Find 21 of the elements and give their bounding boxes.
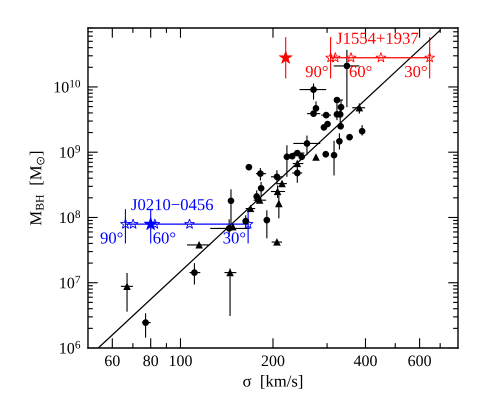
x-tick-label: 200 <box>262 355 284 366</box>
y-axis-title: M$_{BH}$ [M$_{⊙}$] <box>30 152 44 226</box>
series-label: J1554+1937 <box>336 32 418 44</box>
y-tick-label: 10$^{6}$ <box>60 340 80 354</box>
y-tick-label: 10$^{8}$ <box>60 210 80 224</box>
x-tick-label: 80 <box>143 355 158 366</box>
annotation: 30° <box>224 232 246 244</box>
x-tick-label: 400 <box>354 355 377 366</box>
x-tick-label: 60 <box>105 355 120 366</box>
annotation: 60° <box>153 232 176 244</box>
x-axis-title: σ [km/s] <box>243 374 302 389</box>
annotation: 90° <box>100 232 123 244</box>
annotation: 30° <box>405 66 427 78</box>
y-tick-label: 10$^{9}$ <box>60 145 80 158</box>
y-tick-label: 10$^{10}$ <box>54 80 80 93</box>
annotation: 90° <box>306 66 328 78</box>
y-tick-label: 10$^{7}$ <box>60 276 80 288</box>
x-tick-label: 100 <box>170 355 192 366</box>
series-label: J0210−0456 <box>131 199 214 210</box>
annotation: 60° <box>350 66 372 78</box>
x-tick-label: 600 <box>408 355 431 366</box>
